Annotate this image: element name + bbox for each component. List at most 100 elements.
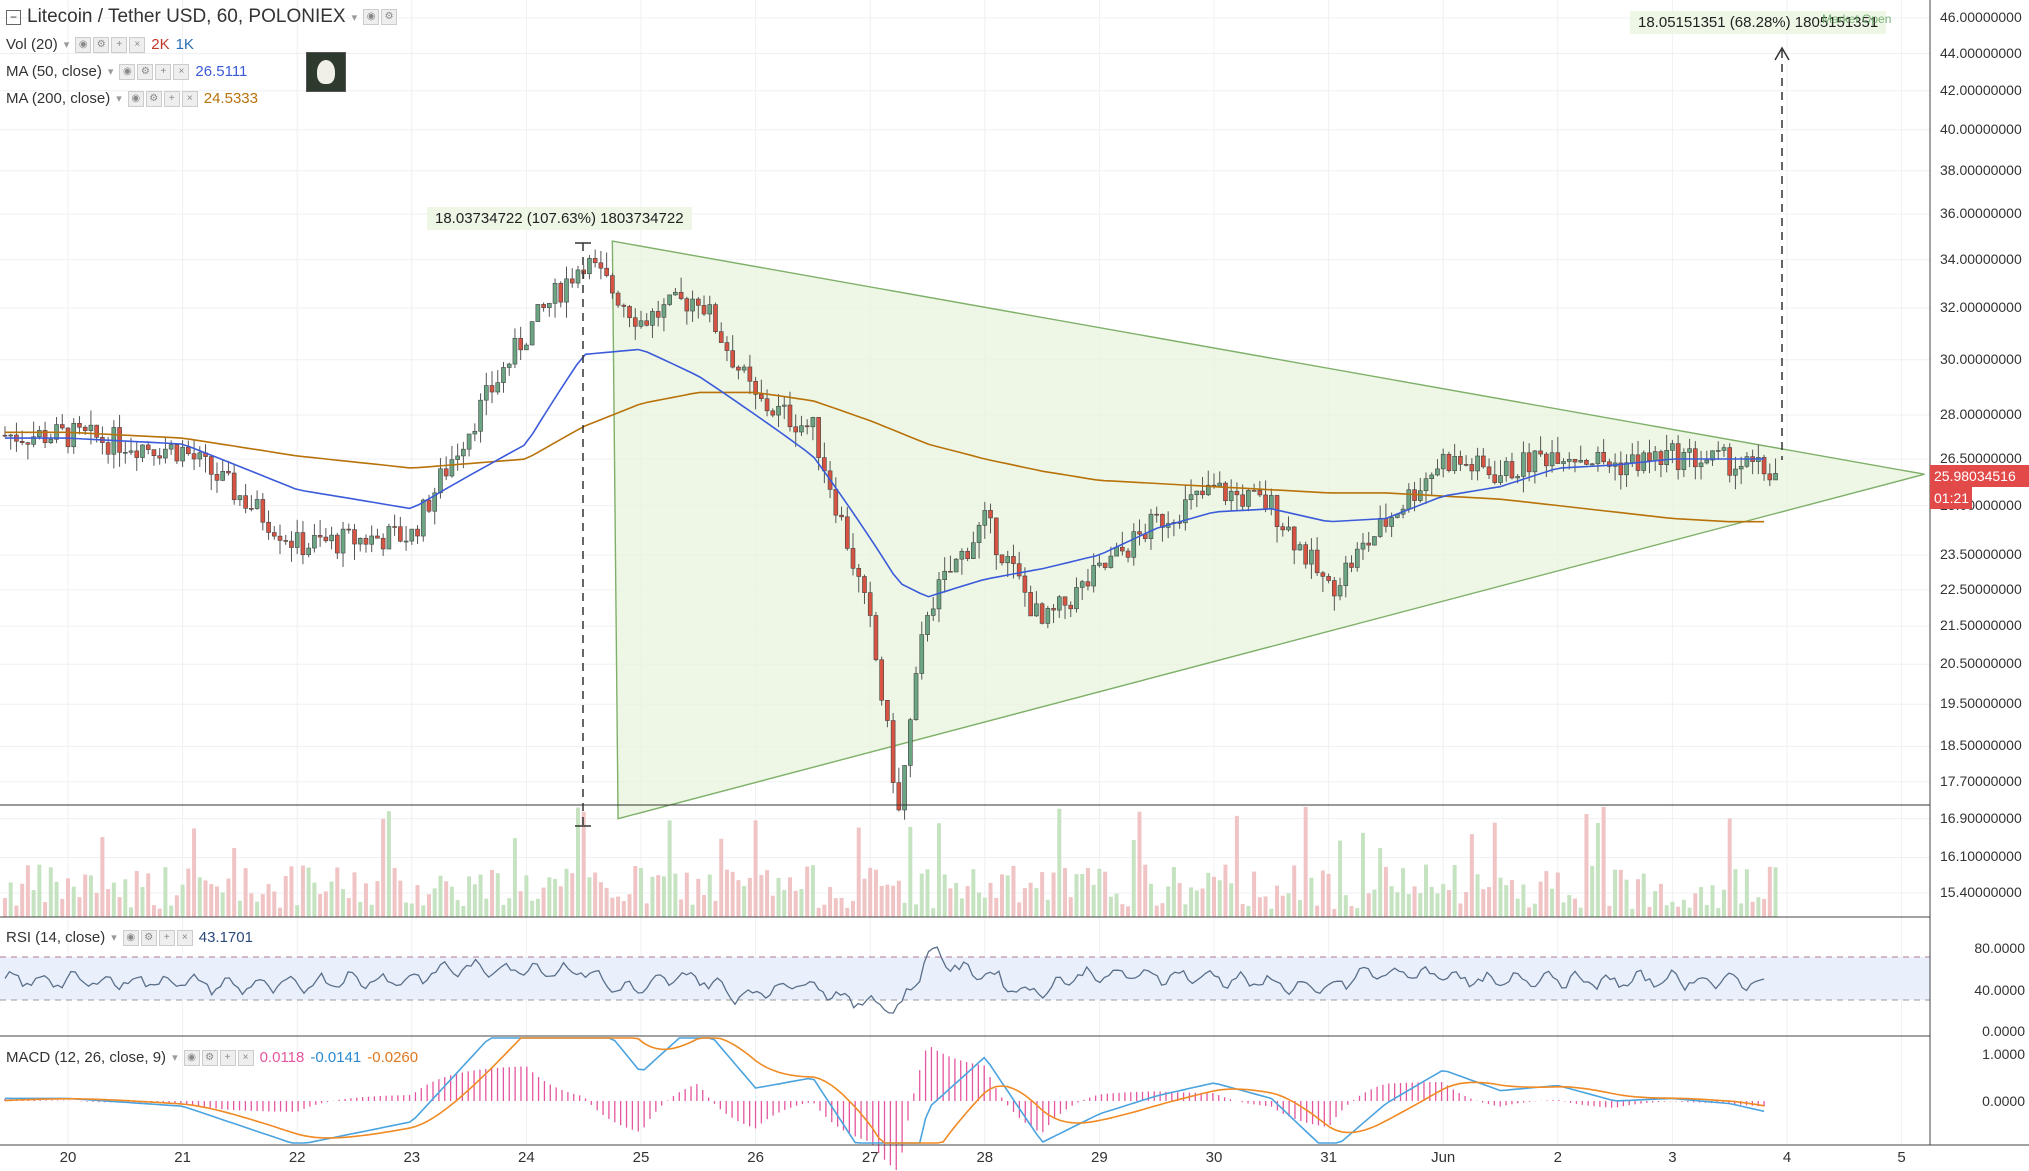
chevron-down-icon[interactable]: ▾ [111,932,117,944]
add-icon[interactable]: + [219,1049,236,1066]
candle-body [1670,443,1675,451]
volume-bar [524,875,529,917]
settings-icon[interactable]: ⚙ [137,63,154,80]
volume-bar [341,889,346,917]
vol-label: Vol (20) [6,36,58,53]
eye-icon[interactable]: ◉ [122,929,139,946]
volume-bar [690,904,695,917]
candle-body [787,404,793,428]
volume-bar [1114,893,1119,917]
candle-body [1452,456,1457,471]
settings-icon[interactable]: ⚙ [140,929,157,946]
macd-label: MACD (12, 26, close, 9) [6,1049,167,1066]
volume-bar [1045,899,1050,917]
volume-bar [1429,886,1434,917]
close-icon[interactable]: × [173,63,190,80]
eye-icon[interactable]: ◉ [75,36,92,53]
volume-bar [1452,864,1457,917]
chevron-down-icon[interactable]: ▾ [63,39,70,51]
macd-value-1: 0.0118 [259,1049,305,1066]
candle-body [249,508,254,510]
candle-body [678,291,684,299]
add-icon[interactable]: + [155,63,172,80]
close-icon[interactable]: × [176,929,193,946]
candle-body [1544,453,1549,467]
settings-icon[interactable]: ⚙ [93,36,110,53]
candle-body [398,526,403,542]
settings-icon[interactable]: ⚙ [381,9,398,25]
price-tick-label: 21.50000000 [1940,617,2022,634]
close-icon[interactable]: × [129,36,146,53]
chevron-down-icon[interactable]: ▾ [172,1052,178,1064]
candle-body [1062,596,1068,606]
eye-icon[interactable]: ◉ [127,90,144,107]
volume-bar [1051,872,1056,917]
collapse-icon[interactable]: − [6,9,21,25]
candle-body [478,399,483,432]
measurement-label-1[interactable]: 18.03734722 (107.63%) 1803734722 [427,207,692,230]
candle-body [638,320,644,327]
candle-body [335,534,340,554]
chevron-down-icon[interactable]: ▾ [116,93,122,105]
volume-bar [839,897,844,917]
candle-body [1320,572,1326,577]
price-tick-label: 17.70000000 [1940,772,2022,789]
volume-bar [1767,866,1772,917]
avatar[interactable] [306,52,346,92]
market-open-label: Market Open [1822,12,1892,26]
ma50-legend[interactable]: MA (50, close) ▾ ◉ ⚙ + × 26.5111 [6,63,247,80]
candle-body [1561,461,1566,464]
price-tick-label: 44.00000000 [1940,44,2022,61]
vol-legend[interactable]: Vol (20) ▾ ◉ ⚙ + × 2K 1K [6,36,194,53]
candle-body [747,366,753,382]
volume-bar [902,902,907,917]
triangle-pattern[interactable] [611,240,1925,820]
candle-body [575,269,581,284]
settings-icon[interactable]: ⚙ [201,1049,218,1066]
volume-bar [1721,889,1726,917]
candle-body [495,382,501,393]
add-icon[interactable]: + [111,36,128,53]
candle-body [117,427,122,453]
add-icon[interactable]: + [163,90,180,107]
volume-bar [862,878,867,917]
candle-body [317,535,323,538]
candle-body [1097,562,1102,566]
close-icon[interactable]: × [237,1049,254,1066]
volume-bar [415,885,420,917]
rsi-legend[interactable]: RSI (14, close) ▾ ◉ ⚙ + × 43.1701 [6,929,253,946]
volume-bar [295,905,300,917]
volume-bar [965,886,970,917]
close-icon[interactable]: × [181,90,198,107]
candle-body [604,267,609,276]
chevron-down-icon[interactable]: ▾ [107,66,114,78]
macd-legend[interactable]: MACD (12, 26, close, 9) ▾ ◉ ⚙ + × 0.0118 -0… [6,1049,418,1066]
ma200-legend[interactable]: MA (200, close) ▾ ◉ ⚙ + × 24.5333 [6,90,258,107]
eye-icon[interactable]: ◉ [119,63,136,80]
chevron-down-icon[interactable]: ▾ [351,11,358,24]
add-icon[interactable]: + [158,929,175,946]
candle-body [323,536,329,542]
candle-body [1280,526,1286,531]
candle-body [1091,565,1096,587]
candle-body [357,537,363,545]
eye-icon[interactable]: ◉ [183,1049,200,1066]
ma200-value: 24.5333 [203,90,258,107]
volume-bar [1458,903,1463,917]
candle-body [902,765,907,811]
volume-bar [169,905,174,917]
eye-icon[interactable]: ◉ [363,9,380,25]
candle-body [1045,608,1051,624]
candle-body [1532,450,1538,473]
candle-body [833,489,839,516]
settings-icon[interactable]: ⚙ [145,90,162,107]
candle-body [535,304,541,322]
volume-bar [1498,877,1503,917]
symbol-header[interactable]: − Litecoin / Tether USD, 60, POLONIEX ▾ … [6,6,398,28]
volume-bar [828,887,833,917]
volume-bar [942,874,947,917]
volume-bar [1246,906,1251,917]
candle-body [1188,494,1194,501]
measurement-label-2[interactable]: 18.05151351 (68.28%) 1805151351 [1630,11,1887,34]
